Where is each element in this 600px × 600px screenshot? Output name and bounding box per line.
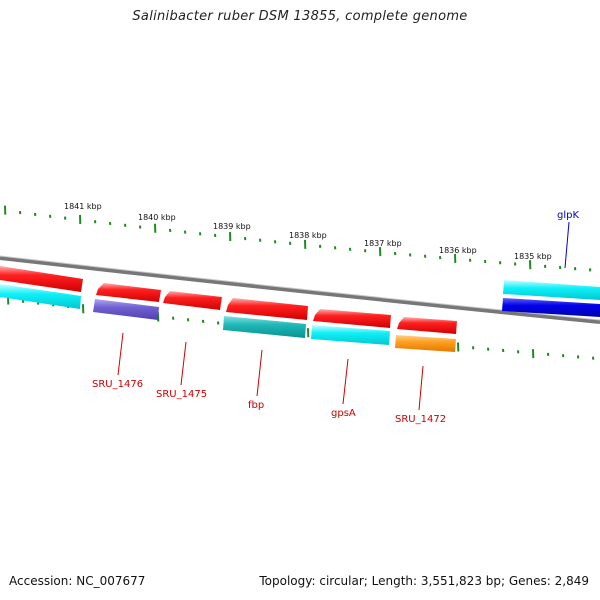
kbp-label-1835: 1835 kbp bbox=[514, 252, 552, 261]
genome-title: Salinibacter ruber DSM 13855, complete g… bbox=[132, 9, 468, 24]
accession-label: Accession: NC_007677 bbox=[9, 574, 146, 588]
gene-label-gpsA[interactable]: gpsA bbox=[331, 408, 356, 419]
gene-arrow-forward-6[interactable] bbox=[397, 317, 457, 334]
connector-SRU_1472 bbox=[418, 365, 424, 411]
connector-SRU_1475 bbox=[180, 341, 187, 386]
gene-arrow-gpsA[interactable] bbox=[311, 325, 390, 345]
genome-backbone bbox=[0, 256, 600, 324]
gene-label-SRU_1472[interactable]: SRU_1472 bbox=[395, 414, 446, 425]
connector-SRU_1476 bbox=[117, 332, 124, 376]
gene-arrow-forward-fbp-adj[interactable] bbox=[226, 298, 308, 320]
connector-glpK bbox=[564, 221, 570, 269]
gene-arrow-SRU_1476[interactable] bbox=[93, 299, 159, 320]
genome-info-label: Topology: circular; Length: 3,551,823 bp… bbox=[259, 574, 589, 588]
kbp-label-1838: 1838 kbp bbox=[289, 231, 327, 240]
connector-gpsA bbox=[342, 358, 349, 405]
kbp-label-1836: 1836 kbp bbox=[439, 246, 477, 255]
gene-arrow-fbp[interactable] bbox=[223, 316, 306, 338]
kbp-label-1840: 1840 kbp bbox=[138, 213, 176, 222]
gene-arrow-SRU_1472[interactable] bbox=[395, 335, 456, 352]
kbp-label-1839: 1839 kbp bbox=[213, 222, 251, 231]
connector-fbp bbox=[256, 349, 263, 397]
gene-label-SRU_1475[interactable]: SRU_1475 bbox=[156, 389, 207, 400]
gene-label-fbp[interactable]: fbp bbox=[248, 400, 264, 411]
gene-arrow-forward-2[interactable] bbox=[96, 283, 161, 302]
outer-scale-ticks bbox=[4, 205, 592, 272]
kbp-label-1837: 1837 kbp bbox=[364, 239, 402, 248]
kbp-label-1841: 1841 kbp bbox=[64, 202, 102, 211]
gene-arrow-forward-3[interactable] bbox=[163, 291, 222, 310]
gene-arrow-forward-1[interactable] bbox=[0, 266, 83, 292]
gene-label-glpK[interactable]: glpK bbox=[557, 210, 579, 221]
gene-arrow-glpK[interactable] bbox=[502, 298, 600, 317]
gene-arrow-reverse-1[interactable] bbox=[0, 284, 81, 309]
gene-arrow-forward-gpsA-adj[interactable] bbox=[313, 309, 391, 328]
gene-arrow-cyan-right[interactable] bbox=[503, 280, 600, 300]
gene-label-SRU_1476[interactable]: SRU_1476 bbox=[92, 379, 143, 390]
